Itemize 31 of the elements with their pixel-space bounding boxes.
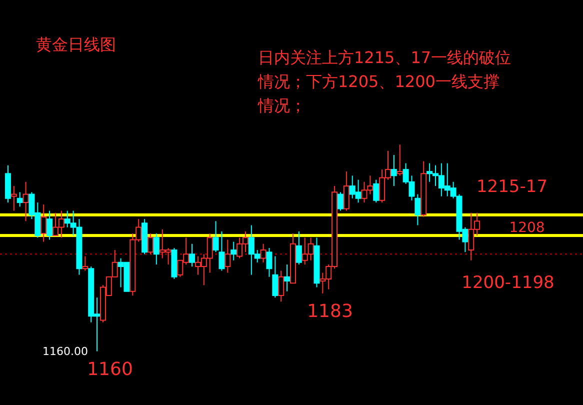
candlestick <box>16 192 23 208</box>
text: 1160 <box>87 359 133 380</box>
candlestick <box>40 204 47 242</box>
candlestick <box>224 239 231 274</box>
candlestick <box>284 264 290 292</box>
candlestick <box>147 232 154 255</box>
candlestick <box>337 192 344 212</box>
candlestick <box>22 181 29 222</box>
chart-title: 黄金日线图 <box>36 35 116 54</box>
candlestick <box>46 210 53 240</box>
text: 1208 <box>509 220 545 236</box>
candlestick <box>390 154 397 186</box>
annotation: 1215-17 <box>476 177 548 197</box>
candlestick <box>10 185 17 212</box>
annotation: 1160.00 <box>42 345 88 358</box>
candlestick <box>296 230 302 265</box>
candlestick <box>260 243 266 263</box>
candlestick <box>373 179 380 203</box>
candlestick <box>230 241 237 261</box>
candlestick <box>396 144 403 176</box>
candlestick <box>414 194 421 226</box>
annotation: 1200-1198 <box>462 273 554 293</box>
candlestick <box>343 171 350 212</box>
candlestick <box>189 243 196 268</box>
text: 日内关注上方1215、17一线的破位情况；下方1205、1200一线支撑情况； <box>257 48 512 115</box>
candlestick <box>82 256 88 272</box>
candlestick <box>272 256 278 298</box>
candlestick <box>266 247 272 278</box>
candlestick <box>278 270 284 302</box>
candlestick <box>153 232 160 265</box>
annotation: 1183 <box>307 301 353 322</box>
